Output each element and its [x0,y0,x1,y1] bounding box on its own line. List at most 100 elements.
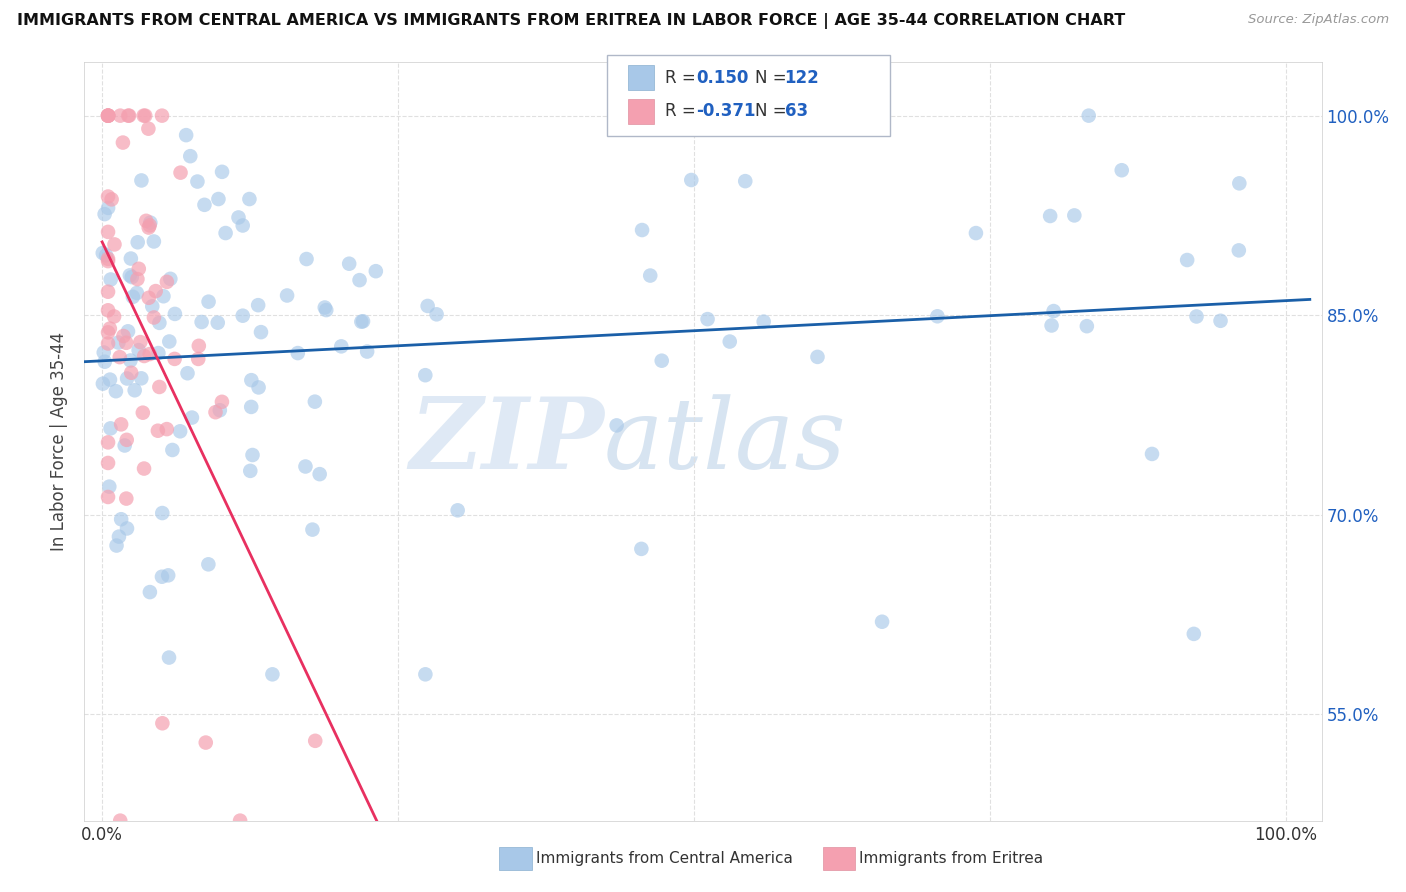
Point [145,284,167,298]
Point [315,303,337,318]
Point [118,268,141,283]
Point [118,109,141,123]
Point [415,667,437,681]
Point [97,252,120,266]
Point [179,149,201,163]
Point [228,211,250,225]
Point [1077,109,1099,123]
Point [107,335,129,350]
Point [197,294,219,309]
Point [150,570,173,584]
Point [247,298,270,312]
Point [103,310,125,324]
Text: R =: R = [665,69,702,87]
Point [139,216,162,230]
Point [239,464,262,478]
Point [1140,447,1163,461]
Point [141,299,163,313]
Point [159,272,181,286]
Point [97,254,120,268]
Point [330,339,353,353]
Point [91,376,114,391]
Point [232,309,254,323]
Point [207,316,229,330]
Text: ZIP: ZIP [409,393,605,490]
Point [193,198,215,212]
Point [117,324,139,338]
Point [157,568,180,582]
Point [229,814,252,828]
Point [132,406,155,420]
Point [651,353,673,368]
Point [98,321,121,335]
Point [1039,209,1062,223]
Point [162,442,184,457]
Point [97,189,120,203]
Point [97,326,120,340]
Point [163,307,186,321]
Point [287,346,309,360]
Point [97,109,120,123]
Point [242,448,264,462]
Point [117,109,139,123]
Point [211,394,233,409]
Point [1182,627,1205,641]
Point [112,329,135,343]
Point [337,257,360,271]
Point [718,334,741,349]
Point [100,421,122,435]
Point [163,351,186,366]
Point [638,268,661,283]
Point [294,459,316,474]
Point [190,315,212,329]
Point [97,109,120,123]
Point [232,219,254,233]
Point [631,223,654,237]
Point [97,225,120,239]
Point [1185,310,1208,324]
Text: N =: N = [755,69,792,87]
Point [364,264,387,278]
Point [349,273,371,287]
Point [681,173,703,187]
Point [157,650,180,665]
Point [148,316,170,330]
Point [127,272,149,286]
Point [965,226,987,240]
Point [104,384,127,399]
Point [142,310,165,325]
Text: atlas: atlas [605,394,846,489]
Point [94,248,117,262]
Point [128,343,150,358]
Point [150,506,173,520]
Point [120,366,142,380]
Point [146,424,169,438]
Point [187,339,209,353]
Point [176,366,198,380]
Point [204,405,226,419]
Point [181,410,204,425]
Point [138,347,160,361]
Point [110,814,132,828]
Point [247,380,270,394]
Text: 63: 63 [785,103,807,120]
Text: R =: R = [665,103,702,120]
Point [138,291,160,305]
Point [806,350,828,364]
Point [114,438,136,452]
Text: 0.150: 0.150 [696,69,748,87]
Text: -0.371: -0.371 [696,103,755,120]
Text: N =: N = [755,103,792,120]
Point [132,109,155,123]
Point [100,192,122,206]
Point [352,314,374,328]
Point [148,346,170,360]
Point [97,303,120,318]
Point [238,192,260,206]
Point [110,512,132,526]
Point [734,174,756,188]
Point [1063,208,1085,222]
Point [127,235,149,250]
Point [93,207,115,221]
Point [262,667,284,681]
